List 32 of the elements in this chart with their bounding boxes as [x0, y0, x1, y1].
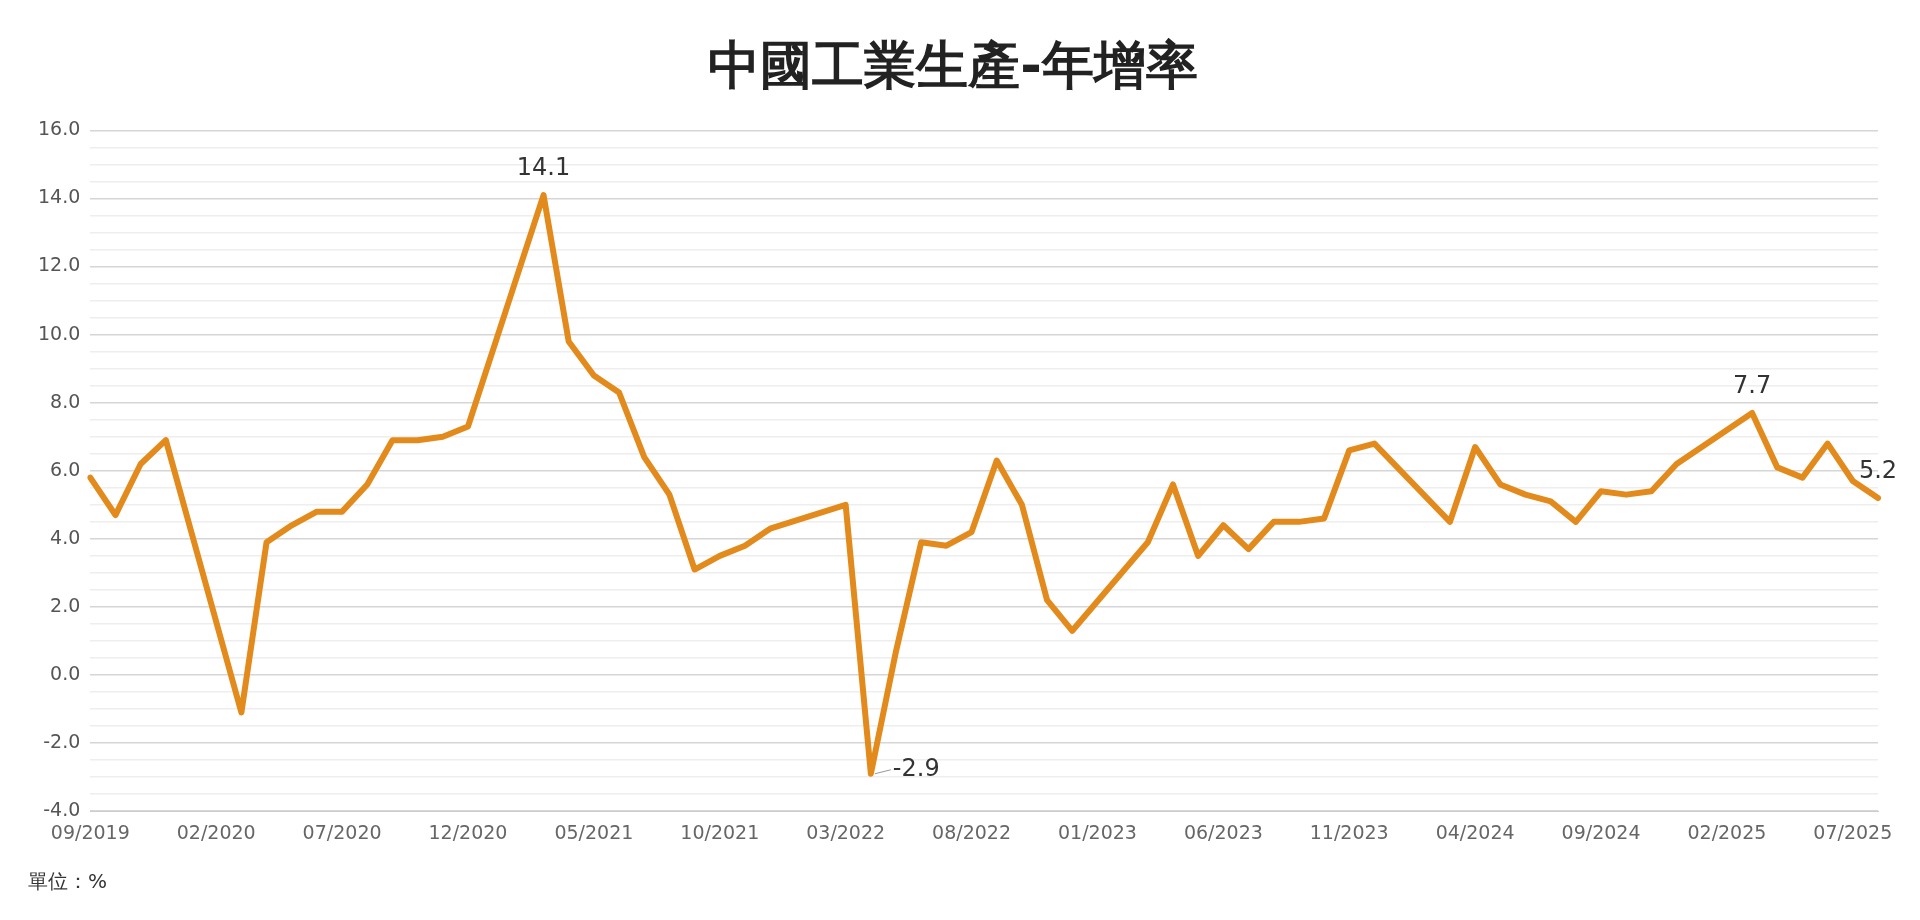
x-tick-label: 06/2023: [1183, 820, 1263, 843]
x-tick-label: 03/2022: [806, 820, 886, 843]
y-tick-label: 14.0: [37, 185, 81, 208]
x-tick-label: 08/2022: [932, 820, 1012, 843]
chart-title: 中國工業生產-年增率: [708, 34, 1198, 95]
y-tick-label: 12.0: [37, 253, 81, 276]
x-tick-label: 09/2019: [50, 820, 130, 843]
y-tick-label: 4.0: [50, 525, 81, 548]
y-tick-label: -2.0: [43, 730, 81, 753]
x-tick-label: 02/2020: [176, 820, 256, 843]
data-label: -2.9: [892, 753, 940, 782]
x-tick-label: 04/2024: [1435, 820, 1515, 843]
y-tick-label: 6.0: [50, 457, 81, 480]
y-tick-label: 16.0: [37, 117, 81, 140]
y-tick-label: 2.0: [50, 593, 81, 616]
data-label: 7.7: [1733, 371, 1772, 400]
x-tick-label: 11/2023: [1309, 820, 1389, 843]
data-label: 5.2: [1858, 456, 1898, 485]
x-tick-label: 12/2020: [428, 820, 508, 843]
y-tick-label: 8.0: [50, 389, 81, 412]
y-tick-label: -4.0: [43, 798, 81, 821]
text: 單位：%: [28, 868, 108, 895]
x-tick-label: 05/2021: [554, 820, 634, 843]
x-tick-label: 07/2020: [302, 820, 382, 843]
x-tick-label: 07/2025: [1813, 820, 1893, 843]
y-tick-label: 0.0: [50, 661, 81, 684]
x-tick-label: 01/2023: [1057, 820, 1137, 843]
x-tick-label: 02/2025: [1687, 820, 1767, 843]
y-tick-label: 10.0: [37, 321, 81, 344]
x-tick-label: 09/2024: [1561, 820, 1641, 843]
data-label: 14.1: [516, 153, 571, 182]
x-tick-label: 10/2021: [680, 820, 760, 843]
